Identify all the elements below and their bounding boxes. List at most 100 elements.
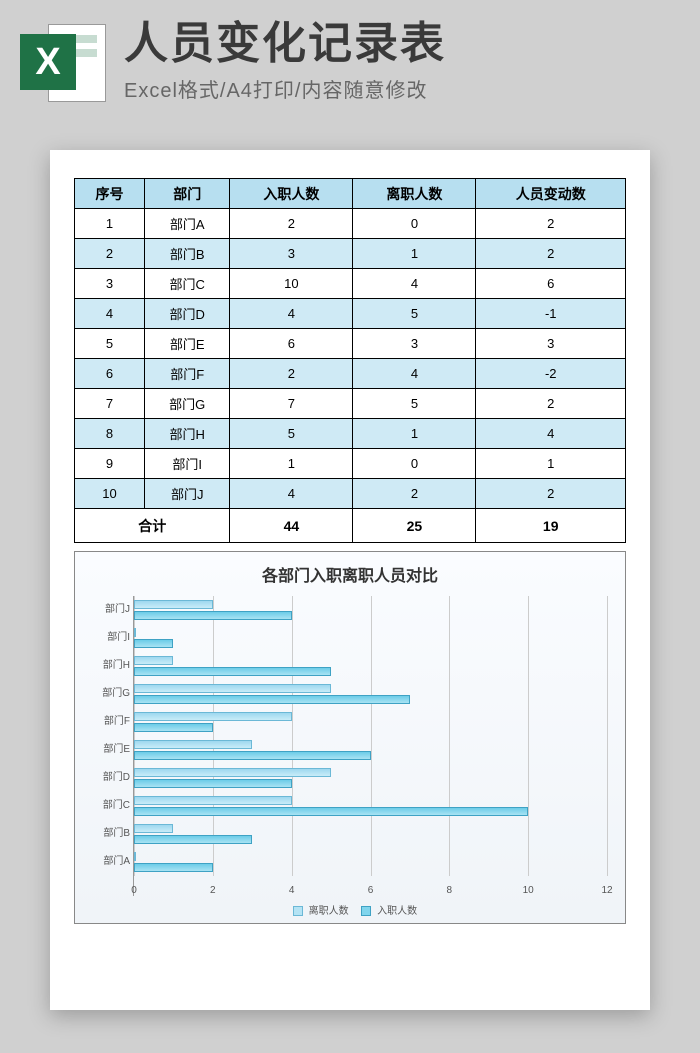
table-row: 8部门H514: [75, 419, 626, 449]
bar-leave: [134, 796, 292, 805]
cell-join: 4: [230, 299, 353, 329]
cell-delta: 4: [476, 419, 626, 449]
cell-dept: 部门A: [145, 209, 230, 239]
chart-row: 部门I: [134, 624, 607, 652]
cell-join: 10: [230, 269, 353, 299]
col-no: 序号: [75, 179, 145, 209]
excel-icon: X: [20, 20, 106, 106]
cell-no: 2: [75, 239, 145, 269]
bar-join: [134, 751, 371, 760]
cell-dept: 部门J: [145, 479, 230, 509]
table-row: 5部门E633: [75, 329, 626, 359]
y-tick-label: 部门D: [86, 768, 130, 783]
cell-no: 7: [75, 389, 145, 419]
table-row: 9部门I101: [75, 449, 626, 479]
cell-join: 3: [230, 239, 353, 269]
total-label: 合计: [75, 509, 230, 543]
col-leave: 离职人数: [353, 179, 476, 209]
cell-dept: 部门E: [145, 329, 230, 359]
cell-join: 1: [230, 449, 353, 479]
chart-row: 部门B: [134, 820, 607, 848]
y-tick-label: 部门E: [86, 740, 130, 755]
y-tick-label: 部门J: [86, 600, 130, 615]
chart-row: 部门D: [134, 764, 607, 792]
chart-title: 各部门入职离职人员对比: [83, 562, 617, 586]
table-header-row: 序号 部门 入职人数 离职人数 人员变动数: [75, 179, 626, 209]
cell-leave: 0: [353, 449, 476, 479]
table-row: 7部门G752: [75, 389, 626, 419]
legend-swatch-leave: [293, 906, 303, 916]
bar-leave: [134, 740, 252, 749]
bar-leave: [134, 768, 331, 777]
cell-delta: 6: [476, 269, 626, 299]
title-block: 人员变化记录表 Excel格式/A4打印/内容随意修改: [124, 20, 680, 103]
y-tick-label: 部门H: [86, 656, 130, 671]
y-tick-label: 部门I: [86, 628, 130, 643]
cell-leave: 3: [353, 329, 476, 359]
col-delta: 人员变动数: [476, 179, 626, 209]
cell-join: 2: [230, 359, 353, 389]
cell-no: 10: [75, 479, 145, 509]
x-tick-label: 10: [523, 885, 534, 896]
chart-row: 部门F: [134, 708, 607, 736]
document-page: 序号 部门 入职人数 离职人数 人员变动数 1部门A2022部门B3123部门C…: [50, 150, 650, 1010]
cell-leave: 4: [353, 269, 476, 299]
data-table: 序号 部门 入职人数 离职人数 人员变动数 1部门A2022部门B3123部门C…: [74, 178, 626, 543]
chart-row: 部门J: [134, 596, 607, 624]
x-tick-label: 8: [447, 885, 453, 896]
bar-leave: [134, 684, 331, 693]
legend-label-join: 入职人数: [377, 906, 417, 917]
legend-label-leave: 离职人数: [309, 906, 349, 917]
x-tick-label: 2: [210, 885, 216, 896]
total-delta: 19: [476, 509, 626, 543]
chart-legend: 离职人数 入职人数: [83, 902, 617, 917]
y-tick-label: 部门C: [86, 796, 130, 811]
chart-row: 部门C: [134, 792, 607, 820]
bar-join: [134, 863, 213, 872]
cell-join: 4: [230, 479, 353, 509]
col-join: 入职人数: [230, 179, 353, 209]
col-dept: 部门: [145, 179, 230, 209]
bar-join: [134, 611, 292, 620]
bar-leave: [134, 600, 213, 609]
cell-delta: 2: [476, 209, 626, 239]
table-row: 10部门J422: [75, 479, 626, 509]
cell-dept: 部门G: [145, 389, 230, 419]
cell-no: 9: [75, 449, 145, 479]
legend-swatch-join: [361, 906, 371, 916]
cell-leave: 5: [353, 299, 476, 329]
cell-leave: 1: [353, 239, 476, 269]
x-tick-label: 0: [131, 885, 137, 896]
table-total-row: 合计442519: [75, 509, 626, 543]
table-row: 3部门C1046: [75, 269, 626, 299]
cell-dept: 部门D: [145, 299, 230, 329]
cell-no: 6: [75, 359, 145, 389]
bar-leave: [134, 824, 173, 833]
cell-no: 8: [75, 419, 145, 449]
cell-delta: -2: [476, 359, 626, 389]
chart-container: 各部门入职离职人员对比 024681012部门J部门I部门H部门G部门F部门E部…: [74, 551, 626, 924]
bar-leave: [134, 852, 136, 861]
cell-join: 2: [230, 209, 353, 239]
total-join: 44: [230, 509, 353, 543]
y-tick-label: 部门G: [86, 684, 130, 699]
bar-join: [134, 695, 410, 704]
cell-delta: -1: [476, 299, 626, 329]
cell-no: 3: [75, 269, 145, 299]
chart-row: 部门E: [134, 736, 607, 764]
cell-delta: 2: [476, 239, 626, 269]
cell-leave: 5: [353, 389, 476, 419]
cell-delta: 3: [476, 329, 626, 359]
table-row: 2部门B312: [75, 239, 626, 269]
bar-join: [134, 779, 292, 788]
cell-dept: 部门B: [145, 239, 230, 269]
y-tick-label: 部门F: [86, 712, 130, 727]
gridline: [607, 596, 608, 876]
bar-join: [134, 807, 528, 816]
y-tick-label: 部门B: [86, 824, 130, 839]
cell-dept: 部门C: [145, 269, 230, 299]
cell-dept: 部门F: [145, 359, 230, 389]
cell-leave: 2: [353, 479, 476, 509]
cell-delta: 2: [476, 479, 626, 509]
cell-leave: 1: [353, 419, 476, 449]
